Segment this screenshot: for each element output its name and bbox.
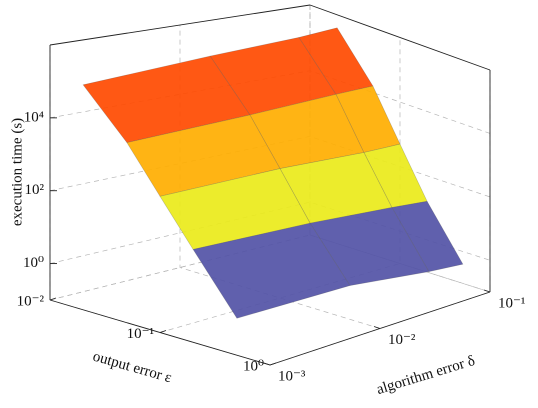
x-tick-label: 10⁰ xyxy=(243,358,264,374)
x-tick xyxy=(159,330,167,333)
y-tick xyxy=(483,289,491,293)
surface xyxy=(82,27,464,319)
y-tick-label: 10⁻³ xyxy=(278,368,306,384)
x-tick xyxy=(49,297,57,301)
box-edge xyxy=(309,4,491,71)
z-axis-label: execution time (s) xyxy=(9,118,25,226)
z-tick-label: 10⁴ xyxy=(24,109,44,125)
y-tick xyxy=(263,362,271,366)
y-tick-label: 10⁻¹ xyxy=(498,295,525,311)
x-tick-label: 10⁻² xyxy=(17,293,45,309)
surface-cell xyxy=(192,222,351,319)
z-tick-label: 10⁰ xyxy=(23,255,44,271)
z-tick-label: 10² xyxy=(25,182,45,198)
x-axis-label: output error ε xyxy=(91,349,174,387)
surface-cell xyxy=(309,207,430,286)
y-tick xyxy=(373,326,381,329)
front-layer: 10⁰ 10² 10⁴ 10⁻² 10⁻¹ 10⁰ 10⁻³ 10⁻² 10⁻¹ xyxy=(17,4,525,384)
x-tick-label: 10⁻¹ xyxy=(127,326,154,342)
box-edge xyxy=(49,4,311,46)
y-axis-label: algorithm error δ xyxy=(375,353,477,398)
x-tick xyxy=(269,362,277,366)
y-tick-label: 10⁻² xyxy=(388,332,416,348)
